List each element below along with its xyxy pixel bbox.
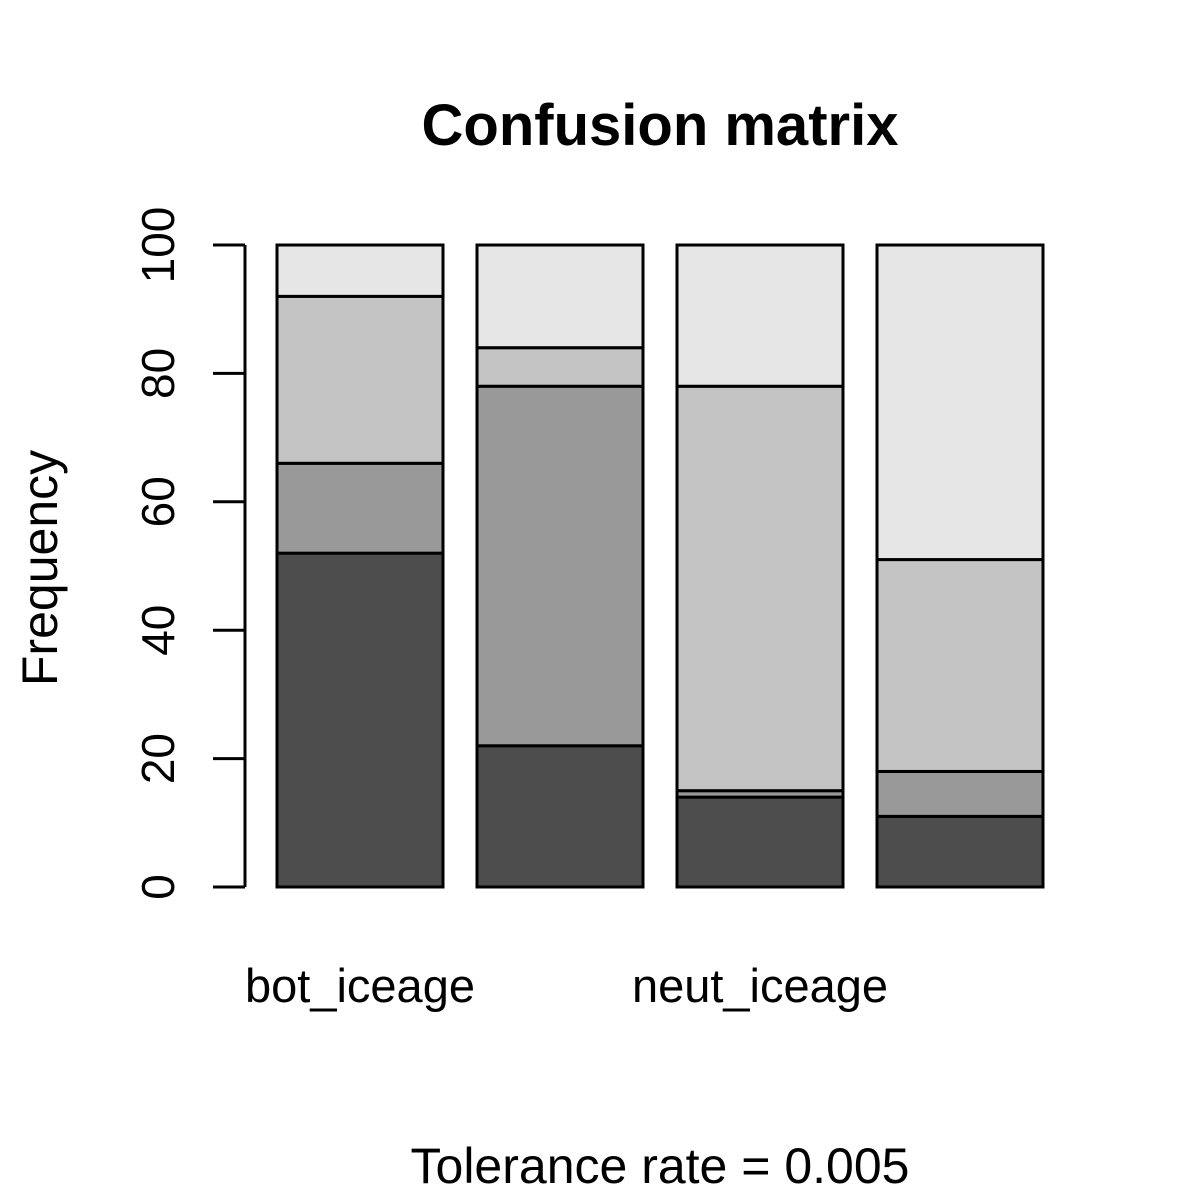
x-tick-label: neut_iceage bbox=[632, 959, 888, 1012]
y-tick-label: 20 bbox=[132, 733, 184, 784]
y-tick-label: 40 bbox=[132, 605, 184, 656]
y-axis-label: Frequency bbox=[12, 450, 68, 686]
bar-segment-4-4 bbox=[875, 243, 1045, 562]
bar-segment-2-2 bbox=[475, 384, 645, 748]
plot-area: bot_iceage neut_iceage 0 20 40 60 80 100 bbox=[132, 207, 1045, 1012]
x-axis-label: Tolerance rate = 0.005 bbox=[411, 1138, 910, 1194]
bar-segment-1-4 bbox=[275, 243, 445, 298]
x-tick-label: bot_iceage bbox=[245, 959, 475, 1012]
y-tick-label: 80 bbox=[132, 348, 184, 399]
bar-segment-4-3 bbox=[875, 558, 1045, 773]
bar-segment-3-3 bbox=[675, 384, 845, 793]
bar-segment-1-2 bbox=[275, 461, 445, 555]
bar-segment-2-3 bbox=[475, 346, 645, 388]
bar-segment-2-1 bbox=[475, 744, 645, 889]
bar-segment-4-1 bbox=[875, 814, 1045, 889]
bar-segment-3-1 bbox=[675, 795, 845, 889]
bar-segment-1-1 bbox=[275, 551, 445, 889]
y-tick-label: 0 bbox=[132, 874, 184, 900]
bar-segment-4-2 bbox=[875, 769, 1045, 818]
y-tick-label: 100 bbox=[132, 207, 184, 284]
chart-title: Confusion matrix bbox=[422, 93, 899, 158]
bar-segment-2-4 bbox=[475, 243, 645, 350]
bar-segment-1-3 bbox=[275, 294, 445, 465]
bar-segment-3-4 bbox=[675, 243, 845, 388]
y-tick-label: 60 bbox=[132, 476, 184, 527]
